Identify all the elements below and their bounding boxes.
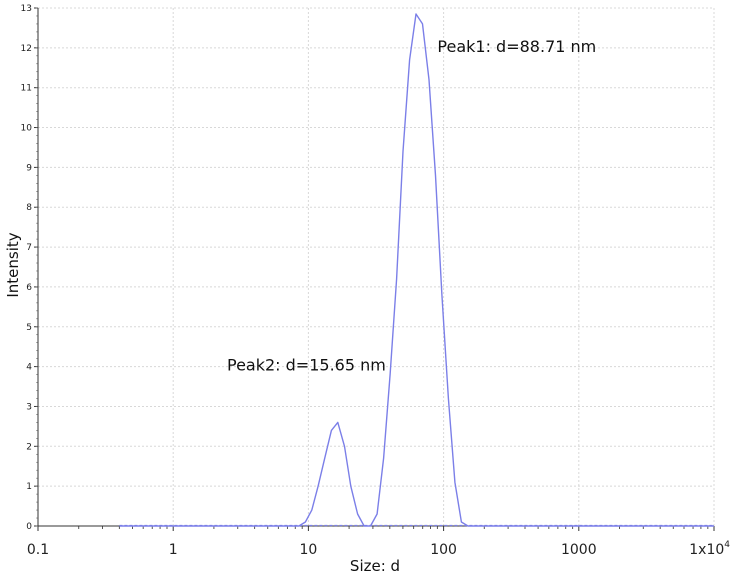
x-axis-title: Size: d: [350, 557, 400, 574]
y-tick-label: 10: [21, 124, 33, 134]
intensity-series-line: [119, 13, 714, 527]
annotations: Peak1: d=88.71 nm Peak2: d=15.65 nm: [227, 37, 596, 375]
x-tick-label: 100: [430, 542, 457, 558]
y-tick-label: 2: [26, 442, 32, 452]
y-tick-label: 13: [21, 4, 32, 14]
y-tick-label: 1: [26, 482, 32, 492]
y-tick-label: 9: [26, 163, 32, 173]
y-tick-label: 3: [26, 402, 32, 412]
x-tick-label: 10: [299, 542, 317, 558]
y-tick-label: 4: [26, 363, 32, 373]
y-tick-label: 6: [26, 283, 32, 293]
x-tick-label: 0.1: [27, 542, 49, 558]
y-tick-label: 5: [26, 323, 32, 333]
y-tick-label: 8: [26, 203, 32, 213]
x-tick-label: 1: [169, 542, 178, 558]
peak-annotation-2: Peak2: d=15.65 nm: [227, 356, 386, 375]
y-tick-label: 7: [26, 243, 32, 253]
x-tick-label: 1000: [561, 542, 597, 558]
y-tick-label: 11: [21, 84, 32, 94]
peak-annotation-1: Peak1: d=88.71 nm: [437, 37, 596, 56]
y-axis-title: Intensity: [4, 232, 22, 297]
grid-lines: [37, 7, 715, 527]
y-tick-label: 12: [21, 44, 32, 54]
x-tick-label: 1x104: [689, 540, 730, 558]
y-tick-label: 0: [26, 522, 32, 532]
series-layer: [119, 13, 714, 527]
